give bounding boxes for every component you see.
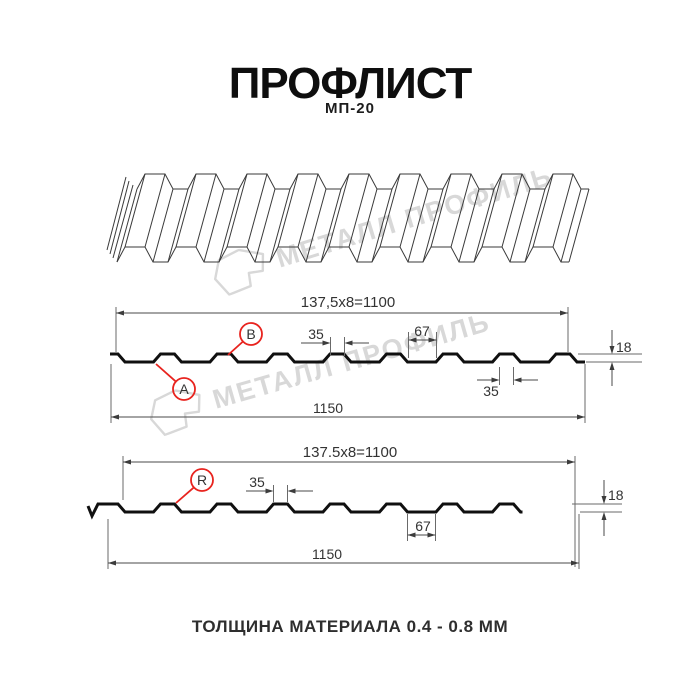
dim-height-18: 18 xyxy=(578,330,642,386)
dim-pitch-67: 67 xyxy=(408,323,437,358)
dim-rib-top-label: 35 xyxy=(308,326,324,342)
label-a-letter: A xyxy=(179,381,189,397)
dim-rib-right-label: 35 xyxy=(483,383,499,399)
dim-coverage-width: 137,5x8=1100 xyxy=(115,294,569,352)
back-profile-section xyxy=(86,502,523,520)
page-title: ПРОФЛИСТ xyxy=(228,59,473,108)
dim-full-width-1150: 1150 xyxy=(107,514,580,569)
dim-height-label: 18 xyxy=(608,487,624,503)
dim-height-label: 18 xyxy=(616,339,632,355)
label-b: B xyxy=(227,322,263,356)
dim-rib-top-35: 35 xyxy=(301,326,369,356)
front-profile-drawing: 137,5x8=1100 35 67 xyxy=(110,294,642,423)
dim-pitch-label: 67 xyxy=(414,323,430,339)
dim-rib-35-right: 35 xyxy=(477,367,538,399)
dim-full-width-1150: 1150 xyxy=(110,364,586,423)
sheet-3d-view xyxy=(106,173,590,263)
dim-full-width-label: 1150 xyxy=(312,546,342,562)
dim-coverage-label: 137.5x8=1100 xyxy=(303,444,397,461)
back-profile-drawing: 137.5x8=1100 35 67 xyxy=(86,444,624,569)
profile-model: МП-20 xyxy=(325,100,375,117)
label-a: A xyxy=(155,363,196,401)
label-r-letter: R xyxy=(197,472,207,488)
dim-rib-top-35: 35 xyxy=(246,474,313,502)
dim-coverage-label: 137,5x8=1100 xyxy=(301,294,395,311)
dim-rib-top-label: 35 xyxy=(249,474,265,490)
thickness-note: ТОЛЩИНА МАТЕРИАЛА 0.4 - 0.8 ММ xyxy=(191,617,509,636)
dim-height-18: 18 xyxy=(572,480,624,536)
dim-pitch-67: 67 xyxy=(407,514,436,541)
label-r: R xyxy=(175,468,214,504)
dim-coverage-width: 137.5x8=1100 xyxy=(122,444,576,567)
front-profile-section xyxy=(110,352,585,364)
dim-pitch-label: 67 xyxy=(415,518,431,534)
dim-full-width-label: 1150 xyxy=(313,400,343,416)
label-b-letter: B xyxy=(246,326,255,342)
